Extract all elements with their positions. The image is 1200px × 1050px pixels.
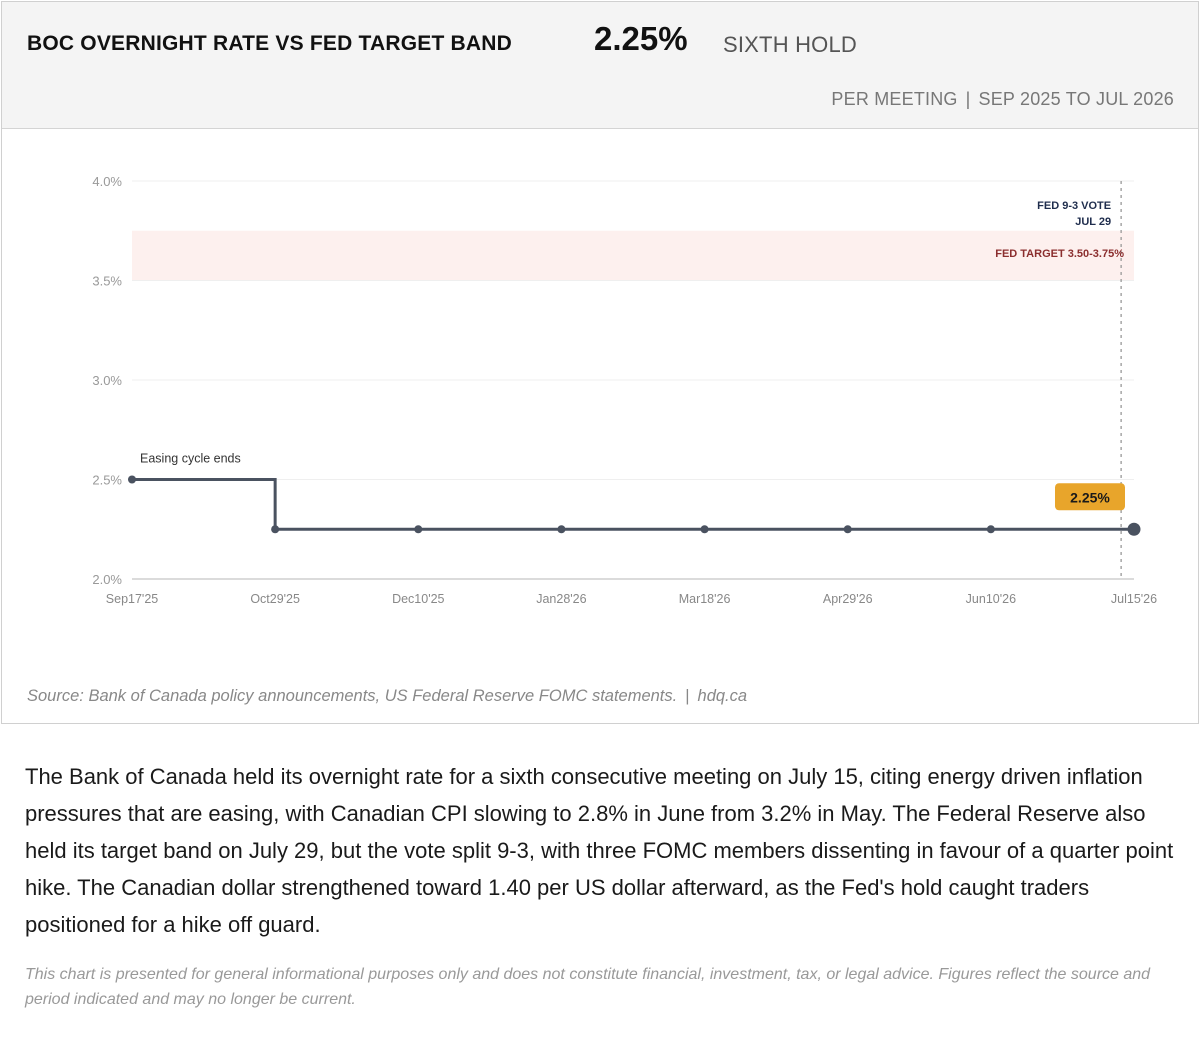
rate-point bbox=[414, 525, 423, 534]
boc-rate-step-line bbox=[132, 478, 1134, 531]
rate-point bbox=[271, 525, 280, 534]
x-tick-label: Oct29'25 bbox=[250, 592, 300, 606]
rate-chart: 2.0% 2.5% 3.0% 3.5% 4.0% Sep17'25 Oct29'25 Dec1… bbox=[92, 174, 1157, 606]
y-tick-label: 3.0% bbox=[92, 373, 122, 388]
source-site: hdq.ca bbox=[697, 687, 748, 705]
latest-rate-point bbox=[1127, 522, 1141, 536]
rate-point bbox=[557, 525, 566, 534]
source-separator: | bbox=[685, 687, 690, 705]
x-tick-label: Apr29'26 bbox=[823, 592, 873, 606]
x-tick-label: Jun10'26 bbox=[966, 592, 1016, 606]
chart-header: BOC OVERNIGHT RATE VS FED TARGET BAND 2.… bbox=[2, 2, 1198, 129]
rate-point bbox=[128, 475, 136, 484]
subtitle-period: SEP 2025 TO JUL 2026 bbox=[978, 89, 1174, 109]
headline-value: 2.25% bbox=[594, 20, 688, 57]
x-tick-label: Dec10'25 bbox=[392, 592, 444, 606]
x-tick-label: Sep17'25 bbox=[106, 592, 158, 606]
source-text: Source: Bank of Canada policy announceme… bbox=[27, 687, 678, 705]
y-tick-label: 4.0% bbox=[92, 174, 122, 189]
fed-vote-label: FED 9-3 VOTE bbox=[1037, 200, 1111, 212]
y-tick-label: 2.5% bbox=[92, 473, 122, 488]
fed-target-band-label: FED TARGET 3.50-3.75% bbox=[995, 248, 1124, 260]
x-tick-label: Jan28'26 bbox=[536, 592, 586, 606]
chart-card: BOC OVERNIGHT RATE VS FED TARGET BAND 2.… bbox=[1, 1, 1199, 724]
rate-point bbox=[700, 525, 709, 534]
y-tick-label: 2.0% bbox=[92, 572, 122, 587]
latest-rate-badge-label: 2.25% bbox=[1070, 489, 1110, 505]
x-tick-label: Jul15'26 bbox=[1111, 592, 1157, 606]
easing-cycle-annotation: Easing cycle ends bbox=[140, 452, 241, 466]
rate-point bbox=[843, 525, 852, 534]
article-paragraph: The Bank of Canada held its overnight ra… bbox=[25, 764, 1174, 937]
disclaimer: This chart is presented for general info… bbox=[25, 966, 1151, 1008]
x-tick-label: Mar18'26 bbox=[679, 592, 731, 606]
chart-title: BOC OVERNIGHT RATE VS FED TARGET BAND bbox=[27, 32, 512, 55]
subtitle-frequency: PER MEETING bbox=[831, 89, 958, 109]
fed-target-band bbox=[132, 230, 1134, 281]
rate-point bbox=[986, 525, 995, 534]
chart-area: 2.0% 2.5% 3.0% 3.5% 4.0% Sep17'25 Oct29'25 Dec1… bbox=[2, 129, 1198, 669]
source-line: Source: Bank of Canada policy announceme… bbox=[27, 687, 747, 706]
latest-rate-badge bbox=[1055, 483, 1125, 511]
fed-vote-date-label: JUL 29 bbox=[1075, 216, 1111, 228]
y-tick-label: 3.5% bbox=[92, 274, 122, 289]
headline-note: SIXTH HOLD bbox=[723, 32, 858, 57]
chart-subtitle: PER MEETING | SEP 2025 TO JUL 2026 bbox=[831, 89, 1174, 110]
subtitle-separator: | bbox=[965, 89, 971, 109]
